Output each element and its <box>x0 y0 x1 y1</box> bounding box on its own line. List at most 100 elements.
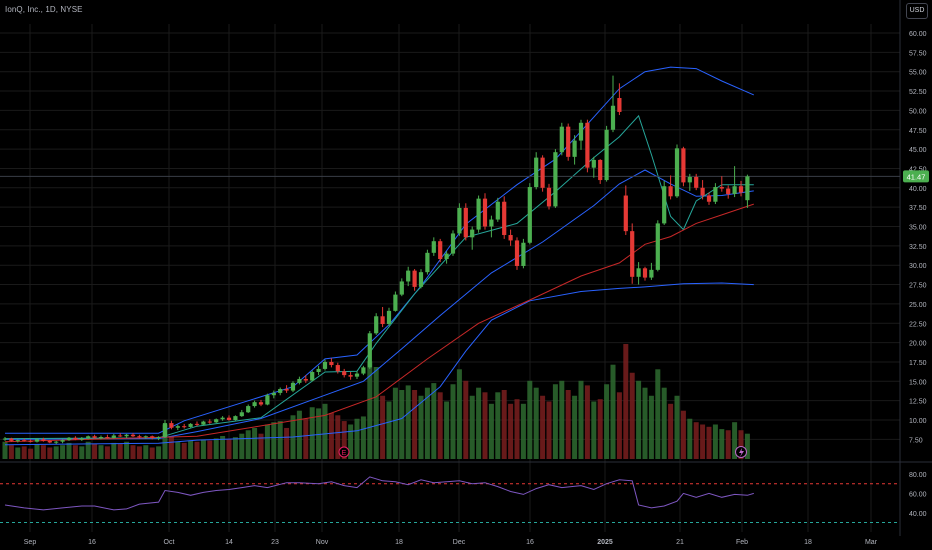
candle[interactable] <box>214 418 219 424</box>
candle[interactable] <box>738 180 744 197</box>
candle[interactable] <box>482 193 488 230</box>
candle[interactable] <box>111 433 116 439</box>
candle[interactable] <box>297 376 302 385</box>
candle[interactable] <box>79 437 84 441</box>
candle[interactable] <box>566 123 571 161</box>
candle[interactable] <box>636 262 641 285</box>
candle[interactable] <box>489 215 494 238</box>
candle[interactable] <box>60 439 65 444</box>
candle[interactable] <box>380 306 385 328</box>
candle[interactable] <box>630 223 635 284</box>
candle[interactable] <box>470 226 475 250</box>
candle[interactable] <box>73 436 78 441</box>
candle[interactable] <box>495 197 500 222</box>
candle[interactable] <box>412 269 417 291</box>
candle[interactable] <box>706 192 712 205</box>
candle[interactable] <box>514 237 520 270</box>
candle[interactable] <box>188 423 193 428</box>
candle[interactable] <box>258 399 264 407</box>
candle[interactable] <box>226 415 232 421</box>
candle[interactable] <box>143 435 148 439</box>
candle[interactable] <box>303 375 308 383</box>
candle[interactable] <box>591 156 596 178</box>
candle[interactable] <box>220 416 225 421</box>
candle[interactable] <box>265 393 270 406</box>
candle[interactable] <box>2 437 8 441</box>
candle[interactable] <box>41 437 46 442</box>
candle[interactable] <box>649 262 654 280</box>
candle[interactable] <box>194 421 200 427</box>
candle[interactable] <box>329 358 334 368</box>
candle[interactable] <box>553 149 558 208</box>
candle[interactable] <box>28 439 33 443</box>
candle[interactable] <box>508 229 513 246</box>
candle[interactable] <box>502 196 507 239</box>
candle[interactable] <box>98 435 104 440</box>
candle[interactable] <box>438 238 443 263</box>
candle[interactable] <box>527 183 532 245</box>
candle[interactable] <box>15 439 20 443</box>
candle[interactable] <box>9 437 14 442</box>
candle[interactable] <box>681 146 686 187</box>
candle[interactable] <box>22 438 27 442</box>
candle[interactable] <box>393 291 398 312</box>
candle[interactable] <box>354 371 360 379</box>
candle[interactable] <box>271 390 276 399</box>
candle[interactable] <box>399 278 404 297</box>
candle[interactable] <box>687 173 692 191</box>
candle[interactable] <box>361 365 366 376</box>
candle[interactable] <box>316 365 321 376</box>
candle[interactable] <box>92 434 97 439</box>
candle[interactable] <box>726 185 731 199</box>
candle[interactable] <box>322 359 328 371</box>
currency-button[interactable]: USD <box>906 3 928 19</box>
candle[interactable] <box>34 438 40 443</box>
candle[interactable] <box>662 180 667 225</box>
candle[interactable] <box>732 166 737 198</box>
candle[interactable] <box>162 420 168 438</box>
flash-icon[interactable] <box>735 446 747 458</box>
candle[interactable] <box>700 180 705 200</box>
candles[interactable] <box>2 75 750 444</box>
candle[interactable] <box>457 203 462 236</box>
candle[interactable] <box>233 415 238 421</box>
candle[interactable] <box>156 436 161 441</box>
candle[interactable] <box>169 420 174 430</box>
candle[interactable] <box>745 174 750 208</box>
candle[interactable] <box>655 220 660 272</box>
candle[interactable] <box>642 266 648 281</box>
candle[interactable] <box>450 230 456 256</box>
candle[interactable] <box>207 419 212 424</box>
candle[interactable] <box>367 330 372 369</box>
candle[interactable] <box>118 433 123 438</box>
candle[interactable] <box>86 435 91 440</box>
candle[interactable] <box>463 203 468 241</box>
candle[interactable] <box>559 122 564 156</box>
candle[interactable] <box>617 83 622 116</box>
candle[interactable] <box>610 75 616 133</box>
candle[interactable] <box>130 433 136 438</box>
candle[interactable] <box>54 440 59 444</box>
candle[interactable] <box>476 195 481 233</box>
candle[interactable] <box>246 404 251 414</box>
candle[interactable] <box>182 423 187 429</box>
candle[interactable] <box>585 119 590 173</box>
candle[interactable] <box>444 251 449 264</box>
candle[interactable] <box>342 368 347 378</box>
candle[interactable] <box>278 387 283 396</box>
candle[interactable] <box>674 144 680 198</box>
candle[interactable] <box>694 173 699 191</box>
candle[interactable] <box>406 266 411 287</box>
candle[interactable] <box>150 435 155 440</box>
candle[interactable] <box>47 440 52 444</box>
candle[interactable] <box>540 155 545 192</box>
candle[interactable] <box>534 152 539 190</box>
candle[interactable] <box>719 176 724 192</box>
candle[interactable] <box>124 433 129 438</box>
candle[interactable] <box>668 175 673 200</box>
candle[interactable] <box>713 183 718 205</box>
candle[interactable] <box>348 372 353 380</box>
candle[interactable] <box>310 370 315 382</box>
candle[interactable] <box>284 385 289 393</box>
